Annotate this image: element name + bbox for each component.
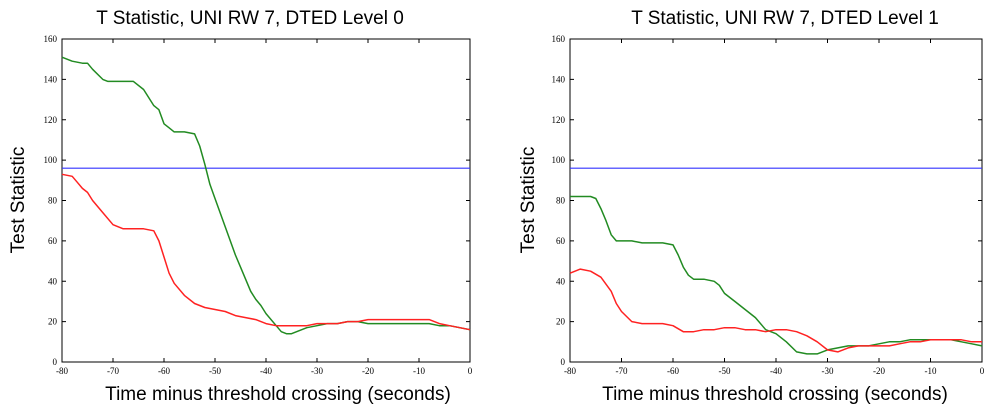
chart-title: T Statistic, UNI RW 7, DTED Level 1 xyxy=(631,8,939,29)
x-tick-label: -10 xyxy=(925,366,937,376)
x-tick-label: 0 xyxy=(980,366,984,376)
x-axis-label: Time minus threshold crossing (seconds) xyxy=(105,384,451,405)
y-tick-label: 80 xyxy=(556,196,566,206)
chart-panel-left: T Statistic, UNI RW 7, DTED Level 0 0 20 40… xyxy=(8,8,473,405)
series-line-1 xyxy=(61,173,471,331)
x-tick-label: -30 xyxy=(311,366,323,376)
y-tick-label: 100 xyxy=(44,155,58,165)
x-tick-label: -40 xyxy=(770,366,782,376)
y-axis-label: Test Statistic xyxy=(518,147,539,254)
y-tick-label: 100 xyxy=(552,155,566,165)
series-line-0 xyxy=(61,56,471,335)
x-tick-label: -50 xyxy=(209,366,221,376)
x-tick-label: -70 xyxy=(107,366,119,376)
y-tick-label: 160 xyxy=(44,34,58,44)
x-tick-label: -20 xyxy=(873,366,885,376)
chart-left-svg: T Statistic, UNI RW 7, DTED Level 0 0 20 40… xyxy=(8,8,473,405)
y-tick-label: 120 xyxy=(44,115,58,125)
series-line-1 xyxy=(569,268,982,353)
y-tick-label: 40 xyxy=(556,276,566,286)
x-tick-label: -70 xyxy=(616,366,628,376)
y-tick-label: 60 xyxy=(48,236,58,246)
plot-frame xyxy=(569,38,983,363)
y-tick-label: 60 xyxy=(556,236,566,246)
x-tick-label: -50 xyxy=(719,366,731,376)
x-axis-label: Time minus threshold crossing (seconds) xyxy=(602,384,948,405)
y-tick-label: 160 xyxy=(552,34,566,44)
y-tick-label: 20 xyxy=(556,317,566,327)
y-tick-label: 140 xyxy=(552,74,566,84)
x-tick-label: -80 xyxy=(564,366,576,376)
y-tick-label: 120 xyxy=(552,115,566,125)
y-tick-label: 40 xyxy=(48,276,58,286)
series-line-0 xyxy=(570,195,983,355)
x-tick-label: -30 xyxy=(822,366,834,376)
x-tick-label: -40 xyxy=(260,366,272,376)
x-tick-label: -60 xyxy=(158,366,170,376)
y-tick-label: 0 xyxy=(53,357,58,367)
y-tick-label: 0 xyxy=(561,357,566,367)
x-tick-label: -80 xyxy=(56,366,68,376)
x-tick-label: 0 xyxy=(468,366,473,376)
x-tick-label: -10 xyxy=(413,366,425,376)
x-tick-label: -20 xyxy=(362,366,374,376)
x-tick-label: -60 xyxy=(667,366,679,376)
y-axis-label: Test Statistic xyxy=(8,147,29,254)
y-tick-label: 80 xyxy=(48,196,58,206)
chart-panel-right: T Statistic, UNI RW 7, DTED Level 1 0 20 40… xyxy=(510,0,984,409)
chart-right-svg: T Statistic, UNI RW 7, DTED Level 1 0 20 40… xyxy=(518,8,984,405)
y-tick-label: 140 xyxy=(44,74,58,84)
chart-title: T Statistic, UNI RW 7, DTED Level 0 xyxy=(96,8,404,29)
y-tick-label: 20 xyxy=(48,317,58,327)
